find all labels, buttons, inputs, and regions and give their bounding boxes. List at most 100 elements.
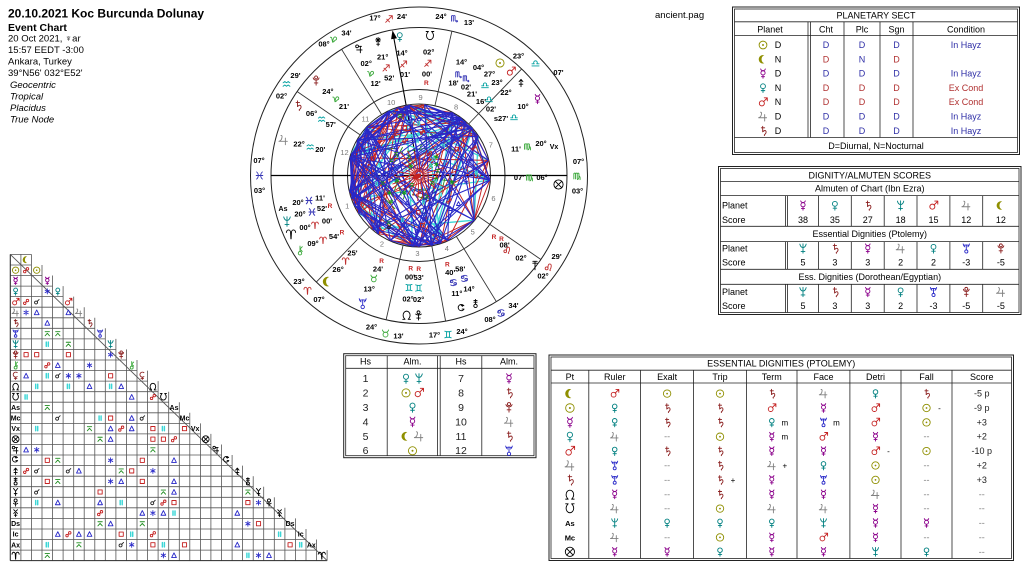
svg-text:--: --	[979, 532, 985, 542]
svg-text:11': 11'	[511, 145, 521, 154]
svg-text:D: D	[893, 112, 900, 122]
svg-text:--: --	[664, 461, 670, 471]
svg-text:00': 00'	[422, 69, 432, 78]
svg-text:02°: 02°	[402, 295, 413, 304]
svg-text:--: --	[979, 504, 985, 514]
svg-text:00°: 00°	[299, 223, 310, 232]
svg-text:20°: 20°	[535, 139, 546, 148]
svg-text:02': 02'	[461, 83, 471, 92]
svg-text:Ic: Ic	[13, 532, 19, 539]
svg-text:20 Oct 2021, ♆ar: 20 Oct 2021, ♆ar	[8, 34, 81, 45]
svg-text:3: 3	[363, 402, 369, 414]
svg-text:07': 07'	[514, 173, 524, 182]
svg-text:11: 11	[362, 114, 370, 123]
svg-text:10°: 10°	[517, 102, 528, 111]
svg-text:-10 p: -10 p	[972, 446, 993, 456]
svg-text:Ruler: Ruler	[604, 372, 626, 382]
svg-text:3: 3	[865, 301, 870, 311]
svg-text:R: R	[408, 266, 413, 273]
svg-text:Alm.: Alm.	[500, 357, 518, 367]
svg-text:58': 58'	[455, 264, 465, 273]
svg-text:Cht: Cht	[819, 25, 834, 35]
svg-text:-: -	[938, 404, 941, 413]
svg-text:6: 6	[363, 445, 369, 457]
svg-text:9: 9	[419, 93, 423, 102]
svg-text:22°: 22°	[500, 88, 511, 97]
svg-text:02°: 02°	[515, 254, 526, 263]
svg-text:D: D	[775, 40, 782, 50]
svg-text:R: R	[424, 80, 429, 87]
svg-text:-9 p: -9 p	[974, 403, 990, 413]
svg-text:24': 24'	[397, 12, 407, 21]
svg-text:D: D	[775, 112, 782, 122]
svg-text:In Hayz: In Hayz	[951, 40, 982, 50]
svg-text:Mc: Mc	[565, 533, 575, 542]
svg-text:39°N56' 032°E52': 39°N56' 032°E52'	[8, 68, 83, 79]
svg-text:29': 29'	[552, 252, 562, 261]
svg-text:04°: 04°	[473, 63, 484, 72]
svg-text:Alm.: Alm.	[404, 357, 422, 367]
svg-text:14°: 14°	[396, 48, 407, 57]
svg-text:26°: 26°	[332, 265, 343, 274]
svg-text:D: D	[823, 40, 830, 50]
svg-text:12: 12	[961, 215, 971, 225]
svg-text:13°: 13°	[364, 285, 375, 294]
svg-text:D: D	[823, 69, 830, 79]
svg-text:N: N	[859, 54, 866, 64]
svg-text:2: 2	[363, 387, 369, 399]
svg-text:14°: 14°	[456, 58, 467, 67]
svg-text:Ankara, Turkey: Ankara, Turkey	[8, 57, 72, 68]
svg-text:Vx: Vx	[11, 426, 20, 433]
svg-text:00': 00'	[405, 273, 415, 282]
svg-text:D: D	[859, 40, 866, 50]
svg-text:Ds: Ds	[11, 521, 20, 528]
svg-text:18: 18	[896, 215, 906, 225]
svg-text:Score: Score	[722, 257, 746, 267]
svg-text:Mc: Mc	[11, 416, 21, 423]
svg-text:06°: 06°	[536, 173, 547, 182]
svg-text:--: --	[924, 504, 930, 514]
svg-text:True Node: True Node	[10, 115, 54, 126]
svg-text:21°: 21°	[377, 53, 388, 62]
svg-text:D: D	[893, 97, 900, 107]
svg-text:Face: Face	[813, 372, 833, 382]
svg-text:--: --	[924, 489, 930, 499]
svg-text:02': 02'	[486, 105, 496, 114]
svg-text:Ax: Ax	[11, 542, 20, 549]
svg-text:09°: 09°	[307, 239, 318, 248]
svg-text:As: As	[170, 405, 179, 412]
svg-text:8: 8	[458, 387, 464, 399]
svg-text:06°: 06°	[306, 109, 317, 118]
svg-text:3: 3	[415, 249, 419, 258]
svg-text:11': 11'	[315, 194, 325, 203]
svg-text:D: D	[823, 54, 830, 64]
svg-text:13': 13'	[393, 332, 403, 341]
svg-text:R: R	[445, 261, 450, 268]
svg-text:29': 29'	[290, 71, 300, 80]
svg-text:10: 10	[387, 98, 395, 107]
svg-text:02°: 02°	[537, 272, 548, 281]
svg-text:Ds: Ds	[286, 521, 295, 528]
svg-text:02°: 02°	[276, 92, 287, 101]
svg-text:57': 57'	[326, 120, 336, 129]
svg-text:D: D	[823, 97, 830, 107]
svg-text:-3: -3	[962, 257, 970, 267]
svg-text:20': 20'	[315, 145, 325, 154]
svg-text:00': 00'	[322, 217, 332, 226]
svg-text:As: As	[565, 519, 575, 528]
svg-text:35: 35	[830, 215, 840, 225]
svg-text:s27': s27'	[494, 114, 509, 123]
svg-text:5: 5	[363, 431, 369, 443]
svg-text:+3: +3	[977, 475, 987, 485]
svg-text:D: D	[859, 112, 866, 122]
svg-text:D: D	[775, 126, 782, 136]
svg-text:Trip: Trip	[712, 372, 727, 382]
svg-text:Sgn: Sgn	[888, 25, 904, 35]
svg-text:N: N	[775, 83, 782, 93]
svg-text:24°: 24°	[435, 12, 446, 21]
svg-text:2: 2	[931, 257, 936, 267]
svg-text:D: D	[893, 83, 900, 93]
svg-text:Exalt: Exalt	[657, 372, 678, 382]
svg-text:23°: 23°	[491, 78, 502, 87]
svg-text:54': 54'	[329, 232, 339, 241]
